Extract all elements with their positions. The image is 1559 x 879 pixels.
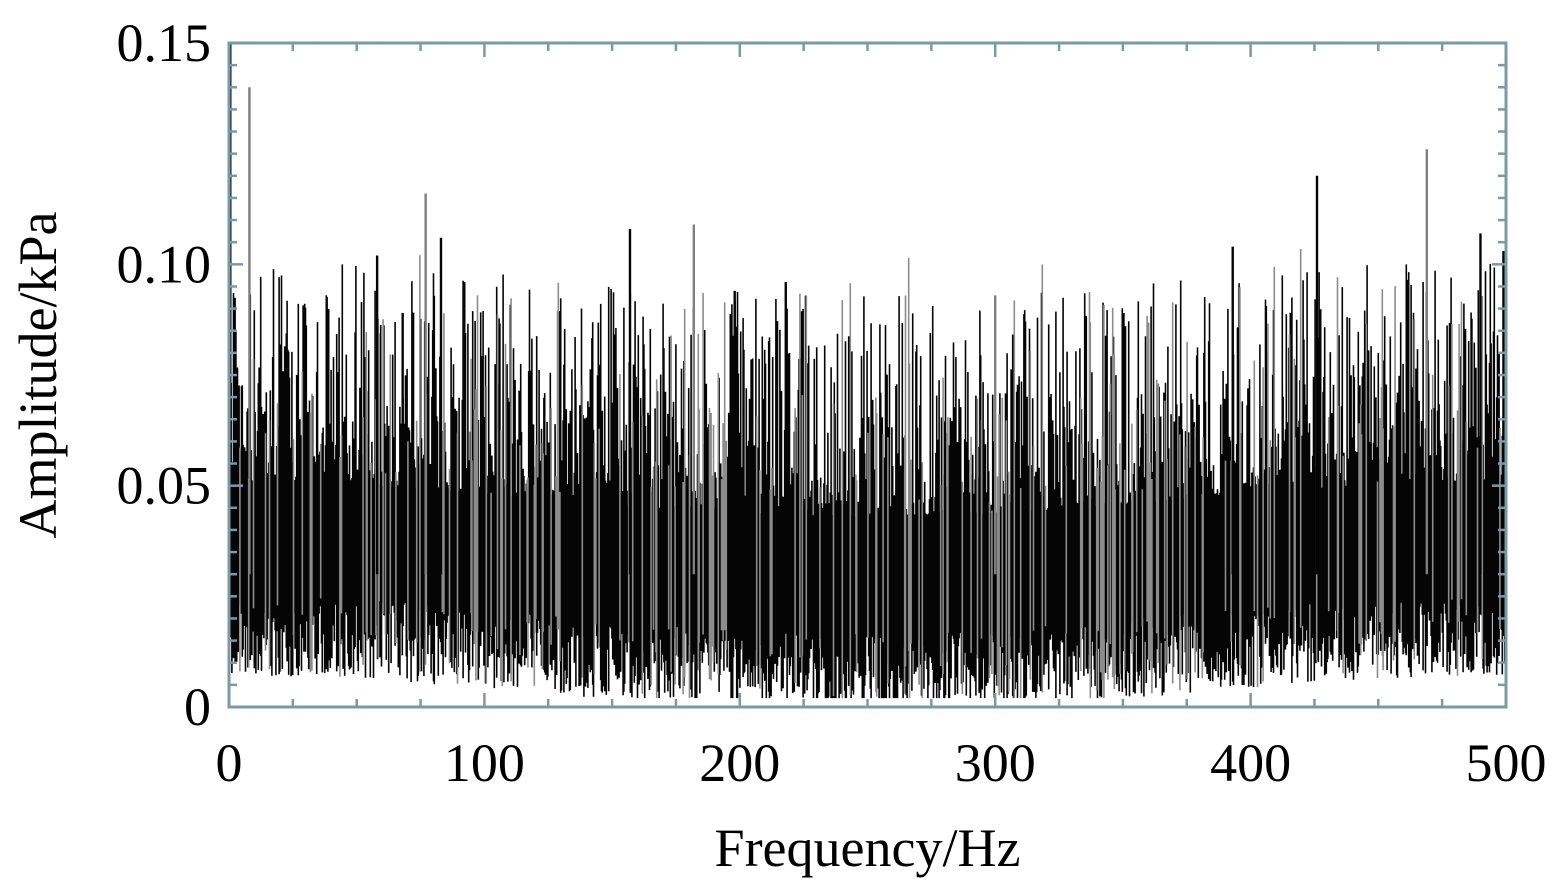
y-tick-label: 0.15 xyxy=(117,13,212,73)
x-tick-label: 300 xyxy=(955,733,1036,793)
x-tick-label: 500 xyxy=(1466,733,1547,793)
axis-ticks xyxy=(227,41,1508,709)
spectrum-lines xyxy=(228,43,1507,699)
x-tick-label: 200 xyxy=(699,733,780,793)
x-tick-label: 0 xyxy=(216,733,243,793)
y-tick-label: 0.10 xyxy=(117,234,212,294)
y-tick-label: 0.05 xyxy=(117,456,212,516)
y-tick-labels: 0 0.05 0.10 0.15 xyxy=(117,13,212,737)
y-tick-label: 0 xyxy=(184,677,211,737)
spectrum-trace-light xyxy=(239,248,1501,699)
y-axis-label: Amplitude/kPa xyxy=(8,211,68,538)
x-tick-label: 100 xyxy=(444,733,525,793)
x-axis-label: Frequency/Hz xyxy=(715,818,1021,878)
x-tick-labels: 0 100 200 300 400 500 xyxy=(216,733,1547,793)
x-tick-label: 400 xyxy=(1210,733,1291,793)
